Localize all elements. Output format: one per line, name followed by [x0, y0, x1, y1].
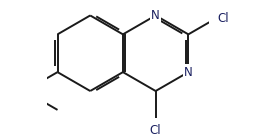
Text: Cl: Cl [217, 12, 229, 25]
Text: Cl: Cl [150, 124, 162, 137]
Text: N: N [184, 66, 193, 79]
Text: N: N [151, 9, 160, 22]
